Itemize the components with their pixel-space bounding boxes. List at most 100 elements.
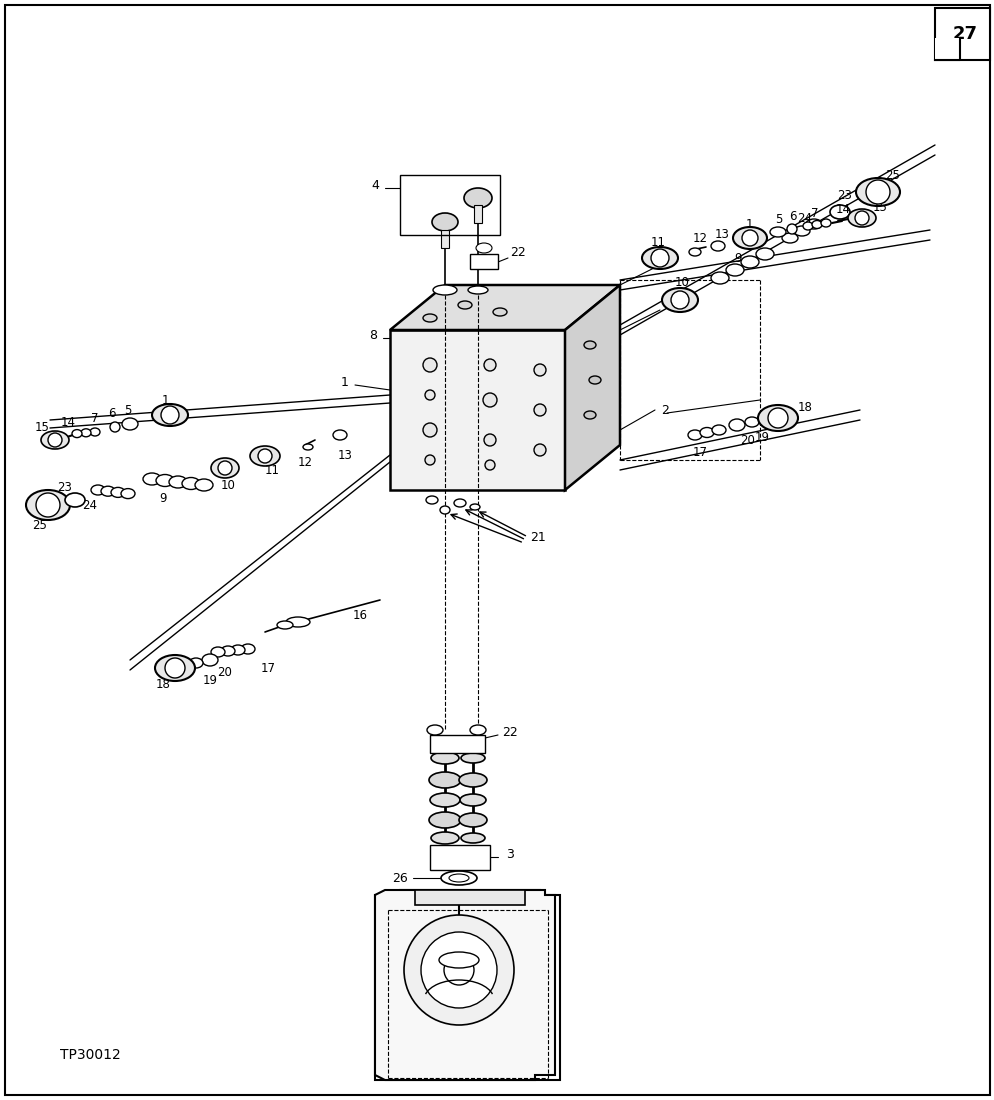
Ellipse shape bbox=[811, 220, 821, 229]
Text: 26: 26 bbox=[392, 871, 408, 884]
Circle shape bbox=[165, 658, 185, 678]
Ellipse shape bbox=[458, 813, 486, 827]
Ellipse shape bbox=[439, 506, 449, 514]
Polygon shape bbox=[390, 330, 565, 490]
Text: 10: 10 bbox=[221, 478, 236, 492]
Text: 15: 15 bbox=[872, 200, 887, 213]
Text: 14: 14 bbox=[61, 416, 76, 429]
Ellipse shape bbox=[711, 241, 725, 251]
Ellipse shape bbox=[431, 213, 457, 231]
Ellipse shape bbox=[438, 952, 478, 968]
Ellipse shape bbox=[469, 504, 479, 510]
Text: 17: 17 bbox=[260, 661, 275, 674]
Text: 16: 16 bbox=[352, 608, 367, 622]
Ellipse shape bbox=[745, 417, 758, 427]
Ellipse shape bbox=[829, 205, 849, 219]
Ellipse shape bbox=[189, 658, 203, 668]
Text: 15: 15 bbox=[35, 420, 50, 433]
Ellipse shape bbox=[741, 256, 758, 268]
Circle shape bbox=[484, 460, 494, 470]
Ellipse shape bbox=[41, 431, 69, 449]
Text: 5: 5 bbox=[774, 212, 782, 226]
Text: 5: 5 bbox=[124, 404, 131, 417]
Ellipse shape bbox=[588, 376, 600, 384]
Circle shape bbox=[534, 404, 546, 416]
Circle shape bbox=[483, 359, 495, 371]
Ellipse shape bbox=[641, 248, 677, 270]
Ellipse shape bbox=[460, 754, 484, 763]
Ellipse shape bbox=[155, 654, 195, 681]
Text: 24: 24 bbox=[797, 211, 812, 224]
Ellipse shape bbox=[101, 486, 115, 496]
Ellipse shape bbox=[182, 477, 200, 490]
Circle shape bbox=[36, 493, 60, 517]
Text: 1: 1 bbox=[745, 218, 752, 231]
Text: 6: 6 bbox=[788, 209, 796, 222]
Ellipse shape bbox=[726, 264, 744, 276]
Bar bbox=[934, 8, 989, 61]
Text: 13: 13 bbox=[337, 449, 352, 462]
Text: 24: 24 bbox=[83, 498, 97, 512]
FancyBboxPatch shape bbox=[469, 254, 498, 270]
Ellipse shape bbox=[303, 444, 313, 450]
Ellipse shape bbox=[333, 430, 347, 440]
Ellipse shape bbox=[169, 476, 187, 488]
FancyBboxPatch shape bbox=[429, 735, 484, 754]
Ellipse shape bbox=[712, 425, 726, 435]
Circle shape bbox=[534, 444, 546, 456]
Circle shape bbox=[482, 393, 496, 407]
Ellipse shape bbox=[65, 493, 84, 507]
Circle shape bbox=[443, 955, 473, 984]
Text: 6: 6 bbox=[108, 407, 115, 419]
FancyBboxPatch shape bbox=[414, 890, 525, 905]
Ellipse shape bbox=[249, 446, 279, 466]
Circle shape bbox=[48, 433, 62, 447]
Ellipse shape bbox=[111, 487, 125, 497]
Ellipse shape bbox=[755, 248, 773, 260]
Ellipse shape bbox=[156, 474, 174, 486]
Circle shape bbox=[650, 249, 668, 267]
Text: 11: 11 bbox=[264, 463, 279, 476]
Ellipse shape bbox=[459, 794, 485, 806]
Ellipse shape bbox=[430, 832, 458, 844]
Ellipse shape bbox=[448, 874, 468, 882]
Ellipse shape bbox=[492, 308, 507, 316]
Ellipse shape bbox=[211, 647, 225, 657]
Text: 22: 22 bbox=[510, 245, 526, 258]
Ellipse shape bbox=[428, 812, 460, 828]
Text: 11: 11 bbox=[650, 235, 665, 249]
Ellipse shape bbox=[457, 301, 471, 309]
FancyBboxPatch shape bbox=[440, 230, 448, 248]
Ellipse shape bbox=[432, 285, 456, 295]
Text: 27: 27 bbox=[951, 25, 976, 43]
Text: 1: 1 bbox=[161, 394, 169, 407]
Ellipse shape bbox=[143, 473, 161, 485]
Text: 12: 12 bbox=[692, 231, 707, 244]
Polygon shape bbox=[390, 285, 619, 330]
Ellipse shape bbox=[425, 496, 437, 504]
Ellipse shape bbox=[729, 419, 745, 431]
Circle shape bbox=[670, 292, 688, 309]
Text: 25: 25 bbox=[33, 518, 48, 531]
Circle shape bbox=[420, 932, 496, 1008]
Circle shape bbox=[161, 406, 179, 424]
Text: 25: 25 bbox=[885, 168, 900, 182]
Ellipse shape bbox=[231, 645, 245, 654]
Text: 17: 17 bbox=[692, 446, 707, 459]
Text: TP30012: TP30012 bbox=[60, 1048, 120, 1062]
Ellipse shape bbox=[463, 188, 491, 208]
Circle shape bbox=[534, 364, 546, 376]
Ellipse shape bbox=[26, 490, 70, 520]
Circle shape bbox=[218, 461, 232, 475]
Text: 1: 1 bbox=[341, 375, 349, 388]
Text: 22: 22 bbox=[502, 726, 517, 738]
Ellipse shape bbox=[805, 219, 821, 229]
Text: 23: 23 bbox=[837, 188, 852, 201]
Ellipse shape bbox=[802, 222, 812, 230]
Ellipse shape bbox=[661, 288, 698, 312]
FancyBboxPatch shape bbox=[473, 205, 481, 223]
Ellipse shape bbox=[211, 458, 239, 478]
Polygon shape bbox=[565, 285, 619, 490]
Circle shape bbox=[742, 230, 757, 246]
Text: 18: 18 bbox=[155, 679, 170, 692]
